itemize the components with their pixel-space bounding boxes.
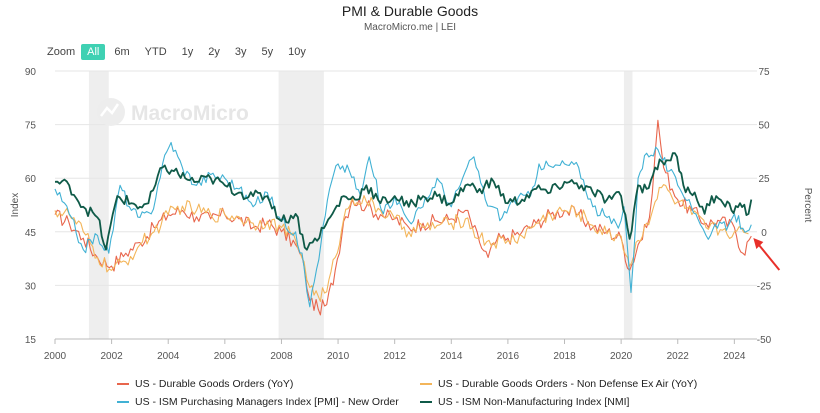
zoom-toolbar: Zoom All 6m YTD 1y 2y 3y 5y 10y xyxy=(47,43,315,61)
y-right-tick-label: -50 xyxy=(757,335,772,346)
x-tick-label: 2006 xyxy=(214,351,237,362)
series-line[interactable] xyxy=(54,184,749,302)
x-tick-label: 2000 xyxy=(44,351,67,362)
y-right-tick-label: 50 xyxy=(758,121,770,132)
y-left-axis-title: Index xyxy=(10,193,21,217)
series-line[interactable] xyxy=(54,119,752,316)
y-left-tick-label: 15 xyxy=(25,335,37,346)
x-tick-label: 2002 xyxy=(100,351,123,362)
y-right-tick-label: 25 xyxy=(758,174,770,185)
x-tick-label: 2016 xyxy=(497,351,520,362)
zoom-button-1y[interactable]: 1y xyxy=(181,46,194,58)
chart-title: PMI & Durable Goods xyxy=(341,3,479,19)
chart-subtitle: MacroMicro.me | LEI xyxy=(363,22,457,33)
y-right-axis-title: Percent xyxy=(802,188,813,223)
legend-label: US - ISM Non-Manufacturing Index [NMI] xyxy=(438,396,630,408)
y-right-tick-label: -25 xyxy=(757,281,772,292)
zoom-button-6m[interactable]: 6m xyxy=(114,46,130,58)
x-tick-label: 2010 xyxy=(327,351,350,362)
zoom-button-3y[interactable]: 3y xyxy=(234,46,247,58)
zoom-button-2y[interactable]: 2y xyxy=(208,46,220,58)
legend-swatch xyxy=(420,383,432,385)
y-left-tick-label: 45 xyxy=(25,228,37,239)
x-tick-label: 2024 xyxy=(723,351,746,362)
zoom-button-all[interactable]: All xyxy=(81,44,106,60)
legend-item-durable-goods[interactable]: US - Durable Goods Orders (YoY) xyxy=(117,378,293,390)
y-left-tick-label: 30 xyxy=(25,281,37,292)
watermark-text: MacroMicro xyxy=(131,102,249,125)
y-left-tick-label: 90 xyxy=(25,67,37,78)
legend-label: US - Durable Goods Orders (YoY) xyxy=(135,378,294,390)
watermark: MacroMicro xyxy=(97,98,249,126)
x-tick-label: 2018 xyxy=(553,351,576,362)
y-left-tick-label: 60 xyxy=(25,174,37,185)
annotation-arrow-shaft xyxy=(756,242,781,271)
annotation-arrow-head-icon xyxy=(753,238,764,249)
zoom-button-ytd[interactable]: YTD xyxy=(144,46,167,58)
watermark-logo-mark xyxy=(100,103,120,117)
zoom-button-5y[interactable]: 5y xyxy=(261,46,274,58)
series-line[interactable] xyxy=(54,152,753,251)
x-tick-label: 2008 xyxy=(270,351,293,362)
legend-label: US - ISM Purchasing Managers Index [PMI]… xyxy=(135,396,399,408)
x-tick-label: 2022 xyxy=(667,351,690,362)
legend-item-nondefense-ex-air[interactable]: US - Durable Goods Orders - Non Defense … xyxy=(420,378,697,390)
x-tick-label: 2014 xyxy=(440,351,463,362)
recession-band xyxy=(623,71,633,339)
y-right-tick-label: 0 xyxy=(761,228,767,239)
recession-band xyxy=(88,71,109,339)
x-tick-label: 2012 xyxy=(384,351,407,362)
recession-band xyxy=(278,71,324,339)
x-tick-label: 2004 xyxy=(157,351,180,362)
zoom-button-10y[interactable]: 10y xyxy=(288,46,306,58)
legend-swatch xyxy=(420,401,432,403)
legend-item-ism-pmi-new-order[interactable]: US - ISM Purchasing Managers Index [PMI]… xyxy=(117,396,399,408)
x-tick-label: 2020 xyxy=(610,351,633,362)
zoom-label: Zoom xyxy=(47,46,76,58)
legend-label: US - Durable Goods Orders - Non Defense … xyxy=(438,378,698,390)
legend-swatch xyxy=(117,383,129,385)
y-right-tick-label: 75 xyxy=(758,67,770,78)
y-left-tick-label: 75 xyxy=(25,121,37,132)
legend-item-ism-nmi[interactable]: US - ISM Non-Manufacturing Index [NMI] xyxy=(420,396,629,408)
legend-swatch xyxy=(117,401,129,403)
